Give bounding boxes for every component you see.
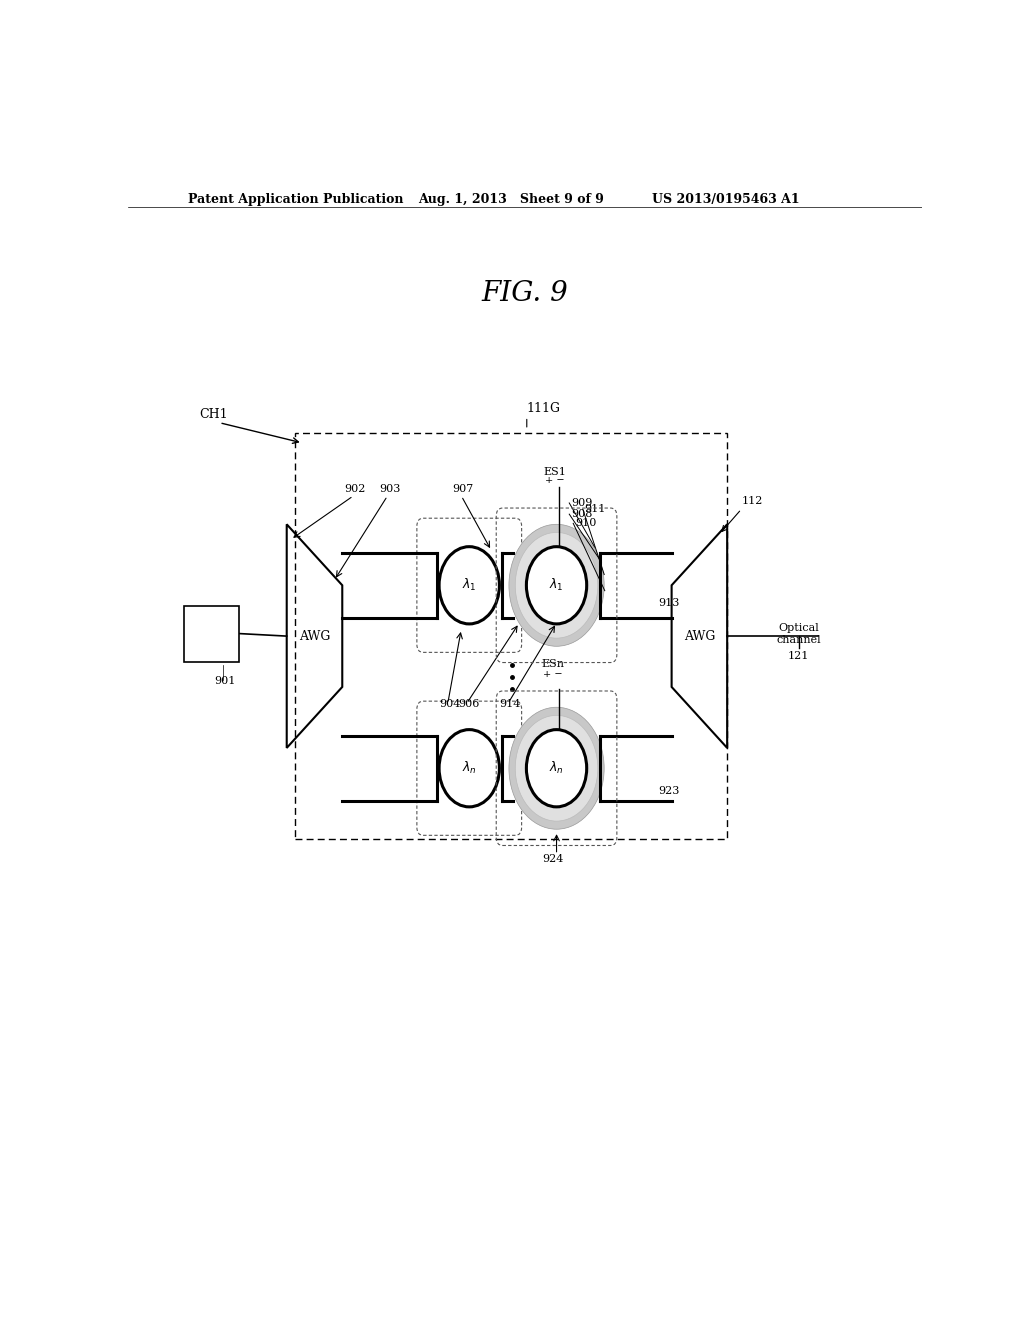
Circle shape [526, 730, 587, 807]
Text: 111G: 111G [526, 401, 561, 414]
Text: 911: 911 [585, 504, 605, 513]
Text: CH1: CH1 [200, 408, 228, 421]
Text: 903: 903 [379, 483, 400, 494]
Circle shape [515, 532, 598, 638]
Text: 121: 121 [787, 652, 809, 661]
Text: + −: + − [543, 669, 562, 678]
Text: 112: 112 [741, 496, 763, 506]
Text: 914: 914 [500, 700, 521, 709]
Text: $\lambda_n$: $\lambda_n$ [462, 760, 477, 776]
Text: 913: 913 [658, 598, 680, 607]
Text: ESn: ESn [541, 659, 564, 669]
Text: $\lambda_1$: $\lambda_1$ [462, 577, 476, 593]
Text: $\lambda_n$: $\lambda_n$ [549, 760, 564, 776]
Text: AWG: AWG [299, 630, 330, 643]
Text: ASE: ASE [198, 627, 224, 640]
FancyBboxPatch shape [183, 606, 240, 661]
Text: 908: 908 [570, 510, 592, 519]
Text: 906: 906 [458, 700, 479, 709]
Text: Optical: Optical [778, 623, 819, 634]
Text: AWG: AWG [684, 630, 715, 643]
Circle shape [526, 546, 587, 624]
Text: 923: 923 [658, 785, 680, 796]
Text: Aug. 1, 2013   Sheet 9 of 9: Aug. 1, 2013 Sheet 9 of 9 [418, 193, 603, 206]
Text: 902: 902 [345, 483, 366, 494]
Text: 909: 909 [570, 498, 592, 508]
Text: 924: 924 [542, 854, 563, 863]
Text: 910: 910 [574, 519, 596, 528]
Text: 901: 901 [214, 676, 236, 686]
Text: US 2013/0195463 A1: US 2013/0195463 A1 [652, 193, 800, 206]
Text: channel: channel [776, 635, 821, 645]
Text: + −: + − [545, 475, 564, 484]
Text: FIG. 9: FIG. 9 [481, 280, 568, 308]
Circle shape [515, 715, 598, 821]
Text: Patent Application Publication: Patent Application Publication [187, 193, 403, 206]
Text: $\lambda_1$: $\lambda_1$ [549, 577, 564, 593]
Circle shape [509, 708, 604, 829]
Text: 904: 904 [439, 700, 461, 709]
Circle shape [509, 524, 604, 647]
Text: ES1: ES1 [544, 466, 566, 477]
Text: 907: 907 [452, 483, 473, 494]
